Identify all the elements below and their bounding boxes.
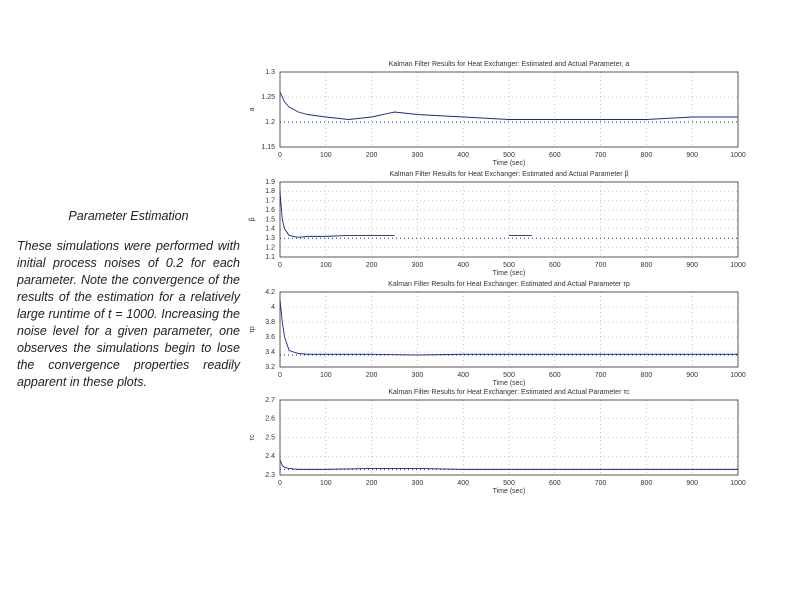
x-tick-label: 500 — [503, 480, 515, 487]
y-tick-label: 1.3 — [265, 69, 275, 76]
x-tick-label: 400 — [457, 480, 469, 487]
heading: Parameter Estimation — [68, 209, 189, 223]
y-tick-label: 2.6 — [265, 416, 275, 423]
y-tick-label: 1.7 — [265, 198, 275, 205]
body-text: These simulations were performed with in… — [17, 239, 240, 389]
y-tick-label: 3.4 — [265, 349, 275, 356]
y-axis-label: a — [249, 107, 256, 111]
x-tick-label: 0 — [278, 152, 282, 159]
y-tick-label: 2.3 — [265, 472, 275, 479]
x-tick-label: 200 — [366, 262, 378, 269]
plot-frame — [279, 399, 739, 476]
chart-title: Kalman Filter Results for Heat Exchanger… — [389, 171, 628, 178]
x-tick-label: 700 — [595, 262, 607, 269]
y-axis-label: τc — [249, 434, 256, 441]
chart-title: Kalman Filter Results for Heat Exchanger… — [388, 281, 630, 288]
y-tick-label: 1.1 — [265, 254, 275, 261]
x-tick-label: 100 — [320, 262, 332, 269]
y-tick-label: 1.2 — [265, 119, 275, 126]
y-tick-label: 4 — [271, 304, 275, 311]
x-tick-label: 0 — [278, 372, 282, 379]
data-line — [279, 299, 738, 356]
y-tick-label: 1.3 — [265, 235, 275, 242]
y-tick-label: 1.15 — [261, 144, 275, 151]
x-axis-label: Time (sec) — [493, 488, 526, 495]
x-tick-label: 900 — [686, 372, 698, 379]
x-tick-label: 900 — [686, 152, 698, 159]
plot-frame — [279, 291, 739, 368]
x-tick-label: 800 — [641, 372, 653, 379]
x-tick-label: 1000 — [730, 480, 746, 487]
y-tick-label: 2.7 — [265, 397, 275, 404]
y-tick-label: 4.2 — [265, 289, 275, 296]
x-tick-label: 100 — [320, 480, 332, 487]
x-tick-label: 700 — [595, 372, 607, 379]
x-tick-label: 1000 — [730, 262, 746, 269]
x-axis-label: Time (sec) — [493, 380, 526, 387]
x-tick-label: 600 — [549, 372, 561, 379]
x-tick-label: 200 — [366, 152, 378, 159]
x-tick-label: 900 — [686, 262, 698, 269]
x-tick-label: 700 — [595, 480, 607, 487]
x-tick-label: 500 — [503, 372, 515, 379]
y-tick-label: 1.25 — [261, 94, 275, 101]
plot-frame — [279, 71, 739, 148]
x-tick-label: 500 — [503, 262, 515, 269]
text-panel: Parameter Estimation These simulations w… — [17, 208, 240, 391]
x-tick-label: 200 — [366, 480, 378, 487]
y-tick-label: 1.6 — [265, 207, 275, 214]
x-tick-label: 300 — [412, 480, 424, 487]
x-tick-label: 100 — [320, 372, 332, 379]
y-tick-label: 1.5 — [265, 216, 275, 223]
x-tick-label: 1000 — [730, 372, 746, 379]
y-tick-label: 1.4 — [265, 226, 275, 233]
data-line — [279, 459, 738, 470]
x-tick-label: 300 — [412, 372, 424, 379]
x-tick-label: 500 — [503, 152, 515, 159]
chart-title: Kalman Filter Results for Heat Exchanger… — [389, 61, 630, 68]
x-axis-label: Time (sec) — [493, 160, 526, 167]
x-tick-label: 0 — [278, 480, 282, 487]
data-line — [279, 91, 738, 120]
plot-frame — [279, 181, 739, 258]
x-tick-label: 200 — [366, 372, 378, 379]
x-tick-label: 800 — [641, 480, 653, 487]
x-tick-label: 800 — [641, 152, 653, 159]
x-tick-label: 700 — [595, 152, 607, 159]
y-axis-label: β — [249, 217, 256, 221]
y-tick-label: 3.8 — [265, 319, 275, 326]
chart-title: Kalman Filter Results for Heat Exchanger… — [388, 389, 630, 396]
y-tick-label: 2.5 — [265, 434, 275, 441]
y-tick-label: 3.2 — [265, 364, 275, 371]
y-tick-label: 1.9 — [265, 179, 275, 186]
x-tick-label: 900 — [686, 480, 698, 487]
x-tick-label: 600 — [549, 152, 561, 159]
x-tick-label: 600 — [549, 262, 561, 269]
x-tick-label: 400 — [457, 152, 469, 159]
y-axis-label: τp — [249, 326, 256, 333]
y-tick-label: 2.4 — [265, 453, 275, 460]
y-tick-label: 1.8 — [265, 188, 275, 195]
y-tick-label: 1.2 — [265, 244, 275, 251]
x-tick-label: 400 — [457, 372, 469, 379]
x-tick-label: 0 — [278, 262, 282, 269]
x-axis-label: Time (sec) — [493, 270, 526, 277]
x-tick-label: 300 — [412, 262, 424, 269]
data-line — [279, 191, 532, 238]
x-tick-label: 1000 — [730, 152, 746, 159]
x-tick-label: 100 — [320, 152, 332, 159]
x-tick-label: 800 — [641, 262, 653, 269]
x-tick-label: 300 — [412, 152, 424, 159]
x-tick-label: 400 — [457, 262, 469, 269]
x-tick-label: 600 — [549, 480, 561, 487]
y-tick-label: 3.6 — [265, 334, 275, 341]
